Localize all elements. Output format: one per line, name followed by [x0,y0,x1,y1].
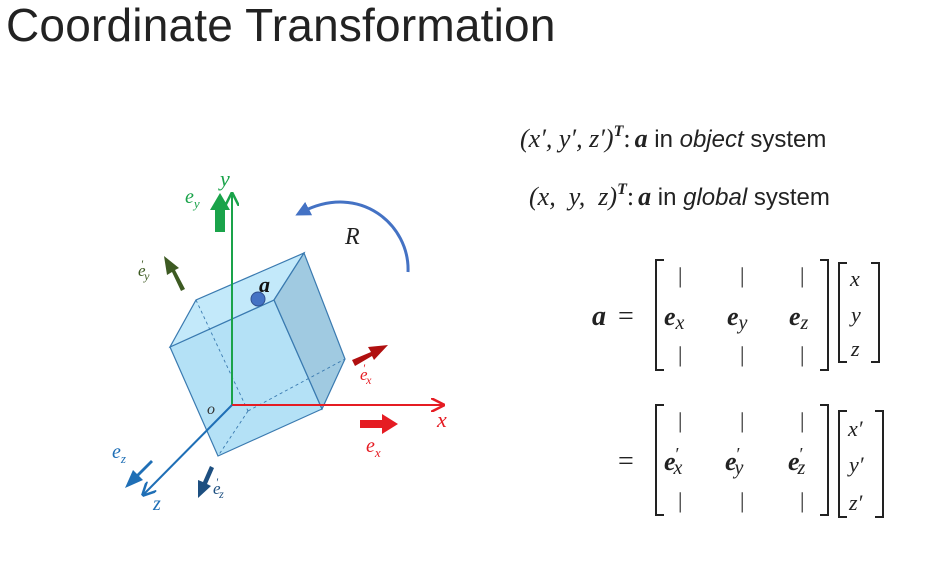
svg-text:|: | [678,342,682,367]
svg-text:|: | [740,488,744,513]
svg-text:|: | [800,488,804,513]
cube-hidden-edge-2 [247,358,346,412]
ey-label: ey [185,186,200,211]
svg-text:z′: z′ [848,490,864,515]
ex-label: ex [366,435,381,460]
svg-text:|: | [740,263,744,288]
point-a-marker [250,291,266,307]
origin-label: o [207,401,215,418]
matrix-1-brackets [655,259,880,371]
ez-vector: ez [112,441,153,488]
ez-object-label: e'z [213,475,224,501]
vector-2: x′ y′ z′ [847,416,865,515]
ez-object-arrow-icon [198,466,214,498]
cube-hidden-edge-1 [195,299,249,412]
ez-object-vector: e'z [198,466,224,501]
vector-1: x y z [849,266,861,361]
rotation-arrow-icon [295,200,410,273]
svg-text:x: x [849,266,860,291]
ey-object-vector: e'y [138,256,185,291]
svg-text:|: | [800,342,804,367]
ey-object-arrow-icon [164,256,185,291]
ez-arrow-icon [125,460,153,488]
svg-text:|: | [800,408,804,433]
svg-text:e′z: e′ z [788,444,805,479]
ex-object-label: e'x [360,361,372,387]
svg-text:|: | [740,342,744,367]
point-a-label: a [259,272,270,297]
svg-text:|: | [740,408,744,433]
svg-text:|: | [678,263,682,288]
ey-vector: ey [185,186,230,232]
lhs-a: a [592,301,606,332]
x-axis-label: x [436,407,447,432]
svg-text:e′x: e′ x [664,444,682,479]
object-system-line: (x′, y′, z′)T: a in object system [520,123,826,153]
z-axis [144,404,233,494]
svg-text:ez: ez [789,302,809,334]
svg-text:x′: x′ [847,416,864,441]
rotated-cube [168,251,346,457]
svg-text:ey: ey [727,302,748,334]
global-system-line: (x, y, z)T: a in global system [529,181,830,211]
svg-text:|: | [800,263,804,288]
equals-2: = [618,446,634,477]
equations: (x′, y′, z′)T: a in object system (x, y, … [520,123,884,518]
svg-text:|: | [678,488,682,513]
ey-object-label: e'y [138,257,150,283]
ex-arrow-icon [360,414,398,434]
svg-text:e′y: e′ y [725,444,743,479]
matrix-2-brackets [655,404,884,518]
svg-text:y: y [849,302,861,327]
ex-object-arrow-icon [352,345,388,366]
rotation-label: R [344,224,360,250]
svg-text:|: | [678,408,682,433]
ex-vector: ex [360,414,398,460]
equals-1: = [618,301,634,332]
svg-text:y′: y′ [847,452,865,477]
matrix-1: | | | ex ey ez | | | [664,263,809,367]
page-title: Coordinate Transformation [6,0,556,51]
y-axis-label: y [218,166,230,191]
svg-text:ex: ex [664,302,685,334]
z-axis-label: z [152,493,161,515]
ey-arrow-icon [210,193,230,232]
matrix-2: | | | e′ x e′ y e′ z | | | [664,408,805,513]
svg-text:z: z [850,336,860,361]
ex-object-vector: e'x [352,345,388,387]
ez-label: ez [112,441,126,466]
